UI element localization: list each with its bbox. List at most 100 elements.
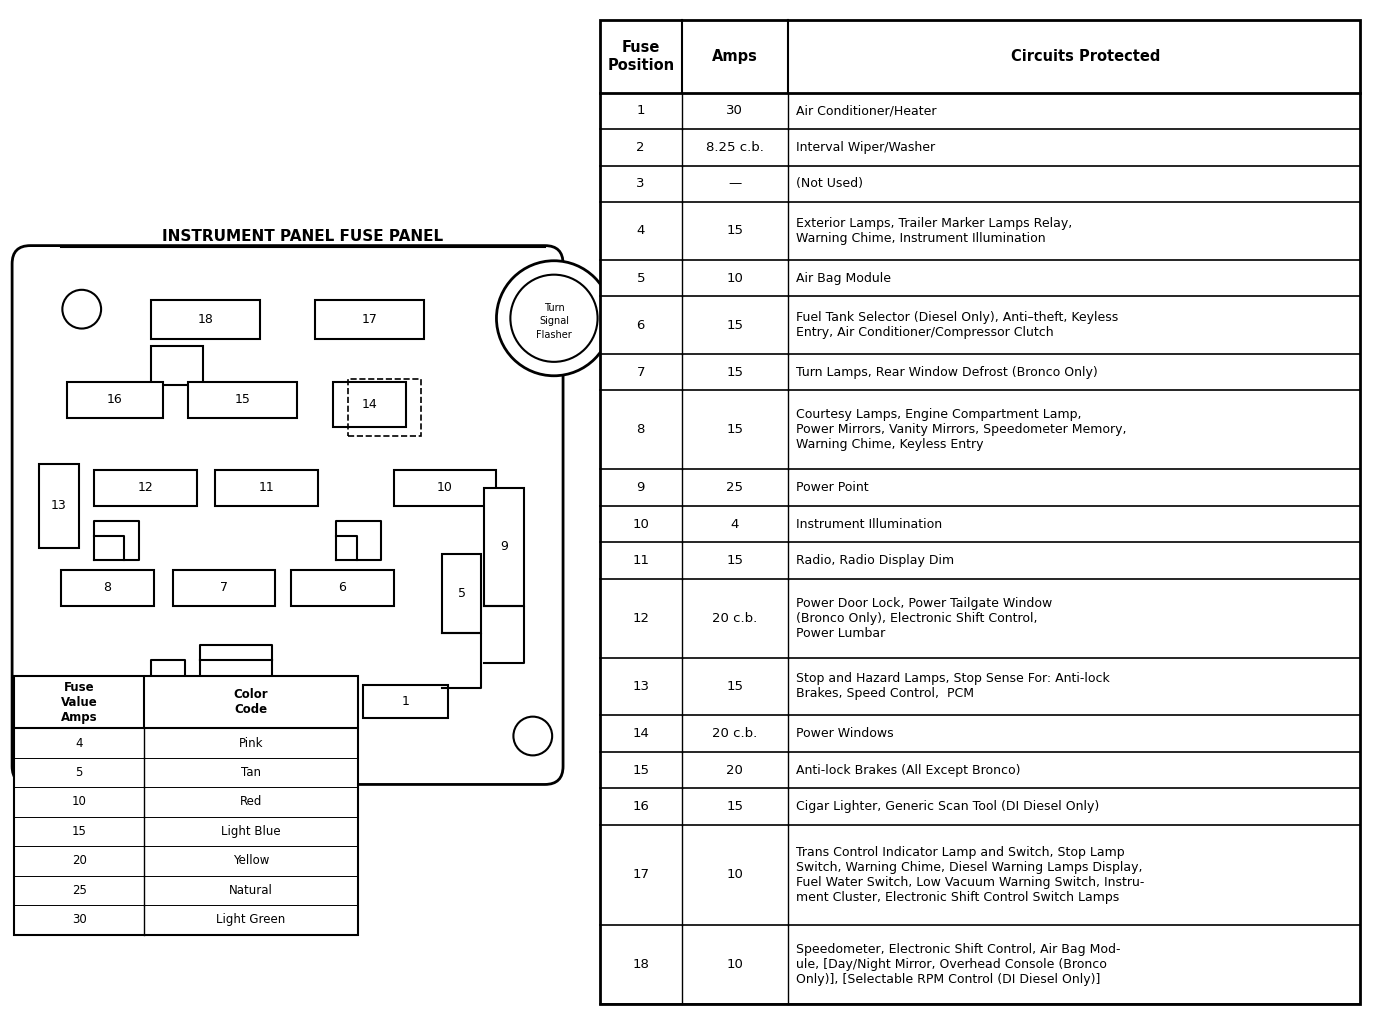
Text: Instrument Illumination: Instrument Illumination	[795, 517, 941, 530]
Bar	[172, 569, 275, 606]
Text: 13: 13	[51, 500, 67, 512]
Bar	[66, 382, 164, 418]
Text: 15: 15	[727, 680, 743, 693]
Text: Interval Wiper/Washer: Interval Wiper/Washer	[795, 141, 934, 154]
Text: Speedometer, Electronic Shift Control, Air Bag Mod-
ule, [Day/Night Mirror, Over: Speedometer, Electronic Shift Control, A…	[795, 943, 1120, 986]
Text: 9: 9	[637, 481, 645, 494]
Text: 10: 10	[727, 868, 743, 882]
Text: 10: 10	[72, 796, 87, 809]
Text: 2: 2	[637, 141, 645, 154]
Text: 15: 15	[632, 764, 649, 776]
Bar	[442, 554, 482, 633]
Text: 3: 3	[637, 177, 645, 190]
Text: Signal: Signal	[539, 316, 570, 327]
Bar	[484, 487, 524, 606]
Text: 20 c.b.: 20 c.b.	[713, 611, 757, 625]
Text: 12: 12	[632, 611, 649, 625]
Text: 7: 7	[637, 366, 645, 379]
Text: 5: 5	[637, 271, 645, 285]
Text: 17: 17	[632, 868, 649, 882]
Bar	[215, 470, 318, 506]
Text: —: —	[728, 177, 742, 190]
Text: 14: 14	[362, 398, 377, 411]
Text: 15: 15	[727, 800, 743, 813]
Text: 30: 30	[72, 913, 87, 927]
Text: 18: 18	[198, 313, 213, 327]
Text: Pink: Pink	[239, 736, 263, 750]
Bar	[151, 300, 260, 339]
Text: INSTRUMENT PANEL FUSE PANEL: INSTRUMENT PANEL FUSE PANEL	[162, 229, 443, 244]
Text: (Not Used): (Not Used)	[795, 177, 863, 190]
Text: 4: 4	[731, 517, 739, 530]
Text: 14: 14	[632, 727, 649, 740]
Text: 2: 2	[233, 687, 239, 700]
Text: 30: 30	[727, 104, 743, 118]
Text: Power Windows: Power Windows	[795, 727, 893, 740]
Text: 1: 1	[402, 694, 410, 708]
Text: 12: 12	[138, 481, 153, 495]
Text: 25: 25	[727, 481, 743, 494]
Text: Fuel Tank Selector (Diesel Only), Anti–theft, Keyless
Entry, Air Conditioner/Com: Fuel Tank Selector (Diesel Only), Anti–t…	[795, 311, 1117, 339]
Text: Power Door Lock, Power Tailgate Window
(Bronco Only), Electronic Shift Control,
: Power Door Lock, Power Tailgate Window (…	[795, 597, 1051, 640]
Text: 8: 8	[103, 582, 111, 594]
Text: 10: 10	[727, 271, 743, 285]
Text: Turn Lamps, Rear Window Defrost (Bronco Only): Turn Lamps, Rear Window Defrost (Bronco …	[795, 366, 1097, 379]
FancyBboxPatch shape	[12, 246, 563, 784]
Text: Cigar Lighter, Generic Scan Tool (DI Diesel Only): Cigar Lighter, Generic Scan Tool (DI Die…	[795, 800, 1099, 813]
Bar	[14, 676, 358, 935]
Text: Anti-lock Brakes (All Except Bronco): Anti-lock Brakes (All Except Bronco)	[795, 764, 1020, 776]
Text: 20: 20	[727, 764, 743, 776]
Text: 15: 15	[72, 825, 87, 838]
Text: Light Green: Light Green	[216, 913, 286, 927]
Text: Yellow: Yellow	[233, 854, 270, 867]
Text: 20 c.b.: 20 c.b.	[713, 727, 757, 740]
Text: 15: 15	[727, 423, 743, 436]
Text: Air Bag Module: Air Bag Module	[795, 271, 890, 285]
Text: Light Blue: Light Blue	[222, 825, 281, 838]
Text: 3: 3	[164, 694, 172, 708]
Text: 20: 20	[72, 854, 87, 867]
Text: Fuse
Value
Amps: Fuse Value Amps	[61, 681, 98, 724]
Text: 15: 15	[727, 224, 743, 238]
Text: 11: 11	[259, 481, 274, 495]
Text: Amps: Amps	[711, 49, 758, 65]
Text: 11: 11	[632, 554, 649, 567]
Text: Color
Code: Color Code	[234, 688, 268, 716]
Text: 15: 15	[234, 393, 250, 407]
Text: 10: 10	[727, 957, 743, 971]
Text: Power Point: Power Point	[795, 481, 868, 494]
Text: 6: 6	[338, 582, 345, 594]
Bar	[94, 470, 197, 506]
Bar	[363, 685, 449, 718]
Bar	[40, 464, 78, 548]
Text: Red: Red	[239, 796, 263, 809]
Circle shape	[510, 274, 597, 361]
Text: 8: 8	[637, 423, 645, 436]
Text: 10: 10	[632, 517, 649, 530]
Bar	[151, 345, 202, 385]
Text: 4: 4	[637, 224, 645, 238]
Text: Natural: Natural	[230, 884, 272, 897]
Circle shape	[62, 290, 100, 329]
Text: 15: 15	[727, 366, 743, 379]
Text: 17: 17	[362, 313, 377, 327]
Bar	[187, 382, 297, 418]
Text: 5: 5	[76, 766, 83, 779]
Text: 13: 13	[632, 680, 649, 693]
Circle shape	[513, 717, 552, 756]
Text: Tan: Tan	[241, 766, 261, 779]
Bar	[61, 569, 154, 606]
Text: 4: 4	[76, 736, 83, 750]
Bar	[333, 382, 406, 427]
Text: 7: 7	[220, 582, 228, 594]
Text: Fuse
Position: Fuse Position	[607, 40, 674, 73]
Text: 25: 25	[72, 884, 87, 897]
Text: 9: 9	[499, 541, 508, 553]
Circle shape	[497, 261, 611, 376]
Text: Trans Control Indicator Lamp and Switch, Stop Lamp
Switch, Warning Chime, Diesel: Trans Control Indicator Lamp and Switch,…	[795, 846, 1143, 904]
Bar	[315, 300, 424, 339]
Text: Courtesy Lamps, Engine Compartment Lamp,
Power Mirrors, Vanity Mirrors, Speedome: Courtesy Lamps, Engine Compartment Lamp,…	[795, 409, 1126, 452]
Text: 18: 18	[632, 957, 649, 971]
Text: 16: 16	[107, 393, 122, 407]
Text: 15: 15	[727, 318, 743, 332]
